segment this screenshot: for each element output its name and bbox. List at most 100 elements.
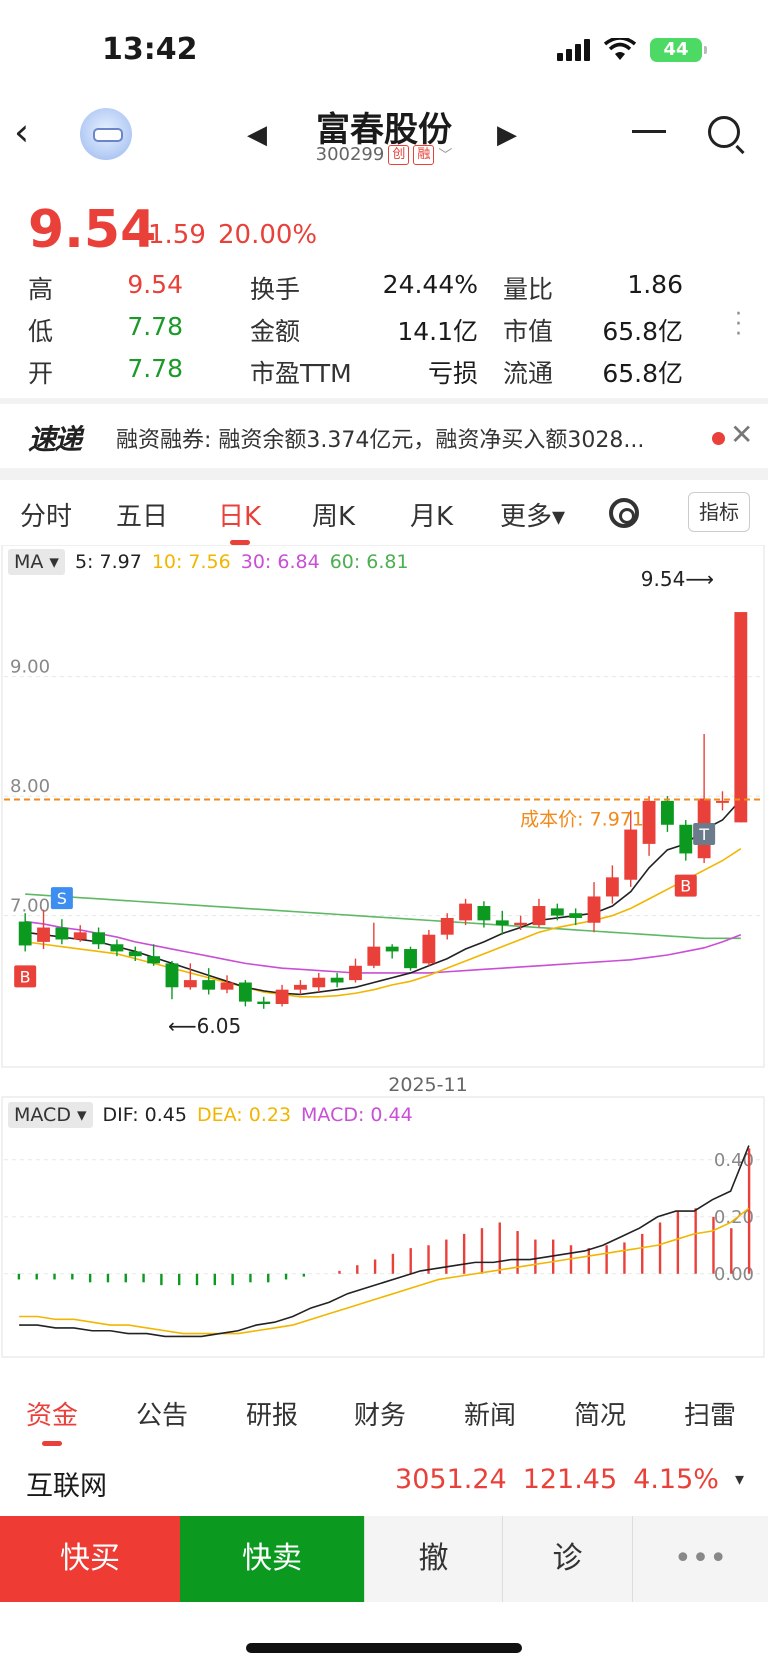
candle xyxy=(440,917,454,935)
tab-announcements[interactable]: 公告 xyxy=(136,1401,189,1431)
stat-value: 9.54 xyxy=(127,270,183,299)
stat-value: 14.1亿 xyxy=(397,317,478,346)
macd-pane-border xyxy=(1,1096,765,1358)
stat-value: 65.8亿 xyxy=(602,359,683,388)
dif-legend: DIF: 0.45 xyxy=(102,1104,187,1126)
close-icon[interactable]: ✕ xyxy=(730,418,754,451)
sector-values: 3051.24 121.45 4.15% ▾ xyxy=(395,1464,744,1495)
tab-more[interactable]: 更多▾ xyxy=(500,502,566,532)
candle xyxy=(165,963,179,988)
stat-value: 24.44% xyxy=(382,270,478,299)
avatar[interactable] xyxy=(80,108,132,160)
stock-code: 300299 xyxy=(315,144,385,165)
ma60-legend: 60: 6.81 xyxy=(329,551,409,573)
candle xyxy=(679,824,693,854)
stat-row: 开 7.78 市盈TTM 亏损 流通 65.8亿 xyxy=(28,354,728,396)
dif-line xyxy=(19,1145,750,1338)
stock-code-row: 300299 创 融 ﹀ xyxy=(0,144,768,165)
candle xyxy=(110,944,124,952)
ma30-legend: 30: 6.84 xyxy=(240,551,320,573)
tab-funds[interactable]: 资金 xyxy=(26,1395,78,1446)
back-button[interactable]: ‹ xyxy=(14,110,30,154)
candle xyxy=(624,829,638,880)
gear-icon[interactable] xyxy=(609,498,639,528)
trade-marker-label: T xyxy=(698,825,709,844)
candle xyxy=(587,896,601,923)
stat-value: 7.78 xyxy=(127,354,183,383)
candle xyxy=(514,922,528,926)
date-axis-label: 2025-11 xyxy=(388,1074,467,1096)
tab-profile[interactable]: 简况 xyxy=(574,1401,627,1431)
macd-value-legend: MACD: 0.44 xyxy=(301,1104,413,1126)
news-text[interactable]: 融资融券: 融资余额3.374亿元，融资净买入额3028... xyxy=(116,428,645,453)
price-change: 1.59 xyxy=(148,220,206,250)
chevron-down-icon[interactable]: ﹀ xyxy=(438,147,453,164)
candle xyxy=(257,1001,271,1005)
stat-value: 1.86 xyxy=(627,270,683,299)
stat-label: 量比 xyxy=(503,275,554,304)
candle xyxy=(183,980,197,988)
status-time: 13:42 xyxy=(102,32,198,67)
tab-monthly-k[interactable]: 月K xyxy=(410,502,454,532)
cancel-order-button[interactable]: 撤 xyxy=(364,1516,502,1602)
home-indicator xyxy=(246,1643,522,1653)
tab-finance[interactable]: 财务 xyxy=(354,1401,407,1431)
indicator-button[interactable]: 指标 xyxy=(688,492,750,532)
kline-chart[interactable]: 9.00 8.00 7.00 成本价: 7.971 9.54⟶ ⟵6.05 B S B T 2025… xyxy=(0,545,768,1385)
prev-stock-button[interactable]: ◀ xyxy=(247,120,267,150)
candle xyxy=(716,800,729,803)
divider xyxy=(0,468,768,480)
tab-intraday[interactable]: 分时 xyxy=(20,502,73,532)
sector-dropdown-icon[interactable]: ▾ xyxy=(734,1469,744,1490)
sector-row[interactable]: 互联网 3051.24 121.45 4.15% ▾ xyxy=(0,1452,768,1512)
candle xyxy=(532,906,546,926)
candle xyxy=(605,877,619,897)
tab-daily-k[interactable]: 日K xyxy=(218,496,261,545)
quick-sell-button[interactable]: 快卖 xyxy=(180,1516,364,1602)
minimize-icon[interactable] xyxy=(632,130,666,133)
candle xyxy=(734,612,748,823)
tab-risk-scan[interactable]: 扫雷 xyxy=(684,1401,737,1431)
ma30-line xyxy=(25,920,742,974)
news-ticker[interactable]: 速递 融资融券: 融资余额3.374亿元，融资净买入额3028... ✕ xyxy=(0,404,768,468)
stat-value: 65.8亿 xyxy=(602,317,683,346)
stat-value: 7.78 xyxy=(127,312,183,341)
kline-chart-svg[interactable]: 9.00 8.00 7.00 成本价: 7.971 9.54⟶ ⟵6.05 B S B T 2025… xyxy=(0,545,768,1385)
diagnose-button[interactable]: 诊 xyxy=(502,1516,632,1602)
candle xyxy=(37,927,50,942)
cost-price-label: 成本价: 7.971 xyxy=(520,809,644,831)
trade-marker xyxy=(14,965,37,988)
sector-index: 3051.24 xyxy=(395,1464,507,1495)
battery-icon: 44 xyxy=(650,38,707,62)
candle xyxy=(73,932,87,940)
search-icon[interactable] xyxy=(708,116,740,148)
candle xyxy=(238,982,252,1002)
macd-selector[interactable]: MACD ▾ xyxy=(8,1102,93,1128)
sector-pct: 4.15% xyxy=(633,1464,719,1495)
candle xyxy=(312,977,326,988)
macd-tick-label: 0.40 xyxy=(714,1150,754,1171)
period-tabs: 分时 五日 日K 周K 月K 更多▾ 指标 xyxy=(0,482,768,545)
candle xyxy=(202,980,216,990)
ma10-legend: 10: 7.56 xyxy=(151,551,231,573)
stat-value: 亏损 xyxy=(427,359,478,388)
tab-news[interactable]: 新闻 xyxy=(464,1401,517,1431)
ma-selector[interactable]: MA ▾ xyxy=(8,549,65,575)
candle xyxy=(569,913,583,918)
ma5-legend: 5: 7.97 xyxy=(74,551,142,573)
candle xyxy=(55,927,69,940)
tab-five-day[interactable]: 五日 xyxy=(116,502,169,532)
next-stock-button[interactable]: ▶ xyxy=(497,120,517,150)
high-price-label: 9.54⟶ xyxy=(641,567,714,591)
tab-research[interactable]: 研报 xyxy=(246,1401,299,1431)
macd-legend: MACD ▾ DIF: 0.45 DEA: 0.23 MACD: 0.44 xyxy=(8,1102,413,1128)
candle xyxy=(220,982,234,990)
quick-buy-button[interactable]: 快买 xyxy=(0,1516,180,1602)
news-logo: 速递 xyxy=(28,423,82,456)
tab-weekly-k[interactable]: 周K xyxy=(312,502,356,532)
more-vertical-icon[interactable]: · · · xyxy=(735,302,742,347)
more-button[interactable]: ••• xyxy=(632,1516,768,1602)
ma60-line xyxy=(25,893,741,940)
unread-dot-icon xyxy=(712,432,725,445)
candle xyxy=(385,946,399,952)
